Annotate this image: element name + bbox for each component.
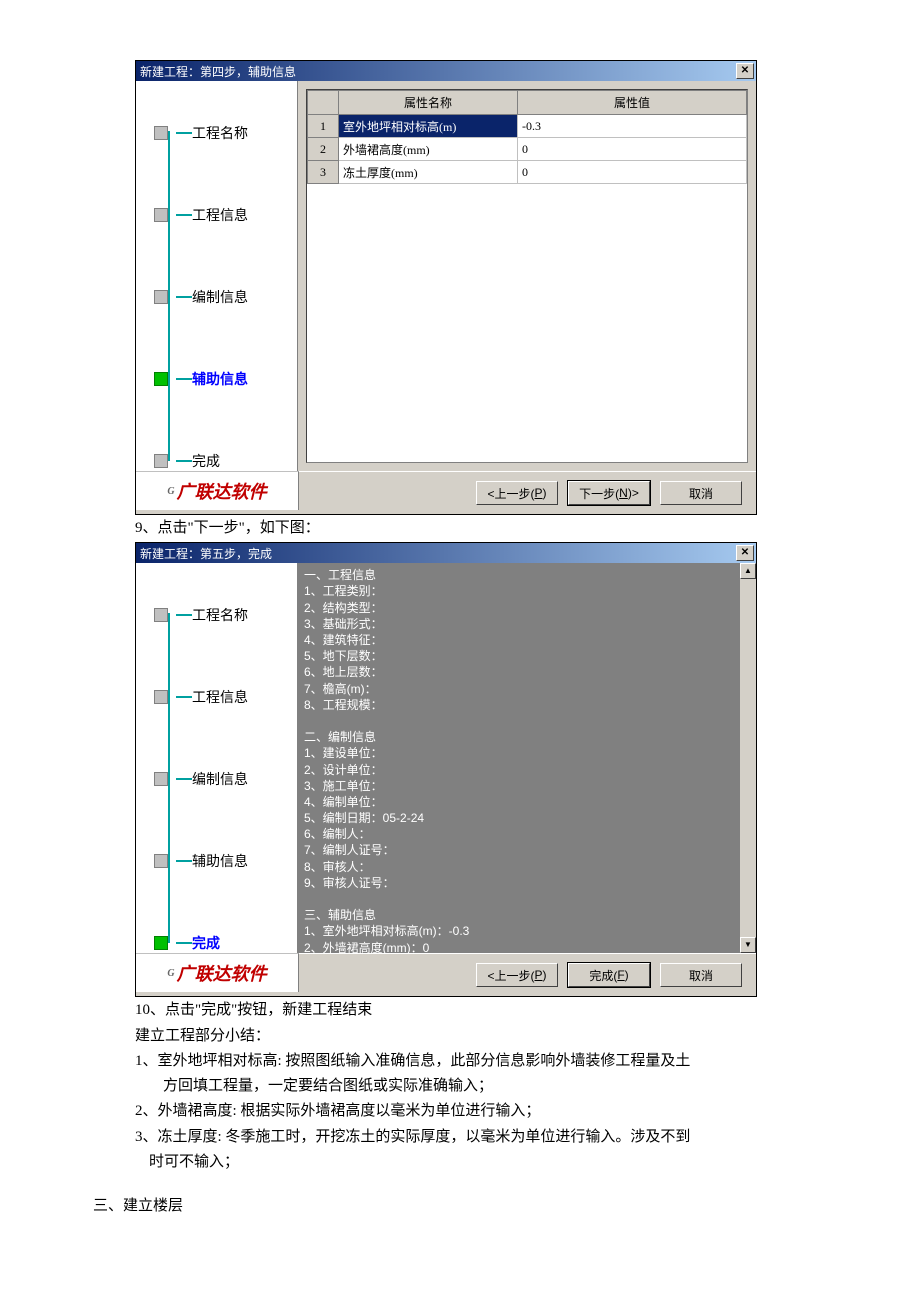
step-marker-icon — [154, 772, 168, 786]
scroll-down-icon[interactable]: ▼ — [740, 937, 756, 953]
property-table[interactable]: 属性名称 属性值 1 室外地坪相对标高(m) -0.3 2 外墙裙高度(mm) … — [307, 90, 747, 184]
step-marker-icon — [154, 608, 168, 622]
titlebar[interactable]: 新建工程：第五步，完成 ✕ — [136, 543, 756, 563]
next-button[interactable]: 下一步(N)> — [568, 481, 650, 505]
caption-step10: 10、点击"完成"按钮，新建工程结束 — [135, 999, 785, 1022]
summary-heading: 建立工程部分小结： — [135, 1025, 785, 1048]
summary-text: 一、工程信息 1、工程类别： 2、结构类型： 3、基础形式： 4、建筑特征： 5… — [298, 563, 756, 953]
title-text: 新建工程：第四步，辅助信息 — [140, 63, 736, 80]
step-marker-icon — [154, 126, 168, 140]
row-num: 1 — [308, 115, 339, 138]
step-marker-icon — [154, 372, 168, 386]
caption-step9: 9、点击"下一步"，如下图： — [135, 517, 785, 540]
bullet-line: 3、冻土厚度: 冬季施工时，开挖冻土的实际厚度，以毫米为单位进行输入。涉及不到 — [135, 1126, 785, 1149]
dialog-step4: 新建工程：第四步，辅助信息 ✕ 工程名称 工程信息 编 — [135, 60, 757, 515]
prop-name[interactable]: 冻土厚度(mm) — [339, 161, 518, 184]
header-name: 属性名称 — [339, 91, 518, 115]
scroll-up-icon[interactable]: ▲ — [740, 563, 756, 579]
title-text: 新建工程：第五步，完成 — [140, 545, 736, 562]
tree-connector — [176, 378, 192, 380]
prev-button[interactable]: <上一步(P) — [476, 481, 558, 505]
prev-button[interactable]: <上一步(P) — [476, 963, 558, 987]
bullet-line: 方回填工程量，一定要结合图纸或实际准确输入； — [135, 1075, 785, 1098]
step-marker-icon — [154, 208, 168, 222]
section-3-heading: 三、建立楼层 — [93, 1194, 785, 1215]
step-node-info[interactable]: 工程信息 — [160, 687, 248, 707]
step-marker-icon — [154, 454, 168, 468]
step-node-info[interactable]: 工程信息 — [160, 205, 248, 225]
finish-button[interactable]: 完成(F) — [568, 963, 650, 987]
row-num: 2 — [308, 138, 339, 161]
tree-connector — [176, 860, 192, 862]
header-value: 属性值 — [518, 91, 747, 115]
table-row[interactable]: 1 室外地坪相对标高(m) -0.3 — [308, 115, 747, 138]
header-blank — [308, 91, 339, 115]
bullet-line: 2、外墙裙高度: 根据实际外墙裙高度以毫米为单位进行输入； — [135, 1100, 785, 1123]
prop-value[interactable]: 0 — [518, 161, 747, 184]
step-node-done[interactable]: 完成 — [160, 451, 220, 471]
wizard-sidebar: 工程名称 工程信息 编制信息 辅助信息 — [136, 563, 298, 953]
step-label: 辅助信息 — [192, 369, 248, 389]
summary-panel: 一、工程信息 1、工程类别： 2、结构类型： 3、基础形式： 4、建筑特征： 5… — [298, 563, 756, 953]
step-node-compile[interactable]: 编制信息 — [160, 287, 248, 307]
close-icon[interactable]: ✕ — [736, 63, 754, 79]
close-icon[interactable]: ✕ — [736, 545, 754, 561]
bullet-line: 时可不输入； — [135, 1151, 785, 1174]
step-marker-icon — [154, 290, 168, 304]
step-node-compile[interactable]: 编制信息 — [160, 769, 248, 789]
row-num: 3 — [308, 161, 339, 184]
step-label: 编制信息 — [192, 769, 248, 789]
scrollbar[interactable]: ▲ ▼ — [739, 563, 756, 953]
step-marker-icon — [154, 690, 168, 704]
logo: G广联达软件 — [136, 471, 299, 510]
tree-connector — [176, 614, 192, 616]
step-marker-icon — [154, 936, 168, 950]
dialog-step5: 新建工程：第五步，完成 ✕ 工程名称 工程信息 编制信 — [135, 542, 757, 997]
tree-connector — [176, 696, 192, 698]
step-label: 工程名称 — [192, 605, 248, 625]
table-row[interactable]: 3 冻土厚度(mm) 0 — [308, 161, 747, 184]
step-label: 工程名称 — [192, 123, 248, 143]
step-label: 完成 — [192, 933, 220, 953]
step-node-aux[interactable]: 辅助信息 — [160, 851, 248, 871]
prop-name[interactable]: 外墙裙高度(mm) — [339, 138, 518, 161]
titlebar[interactable]: 新建工程：第四步，辅助信息 ✕ — [136, 61, 756, 81]
step-marker-icon — [154, 854, 168, 868]
prop-name[interactable]: 室外地坪相对标高(m) — [339, 115, 518, 138]
step-label: 工程信息 — [192, 687, 248, 707]
step-label: 工程信息 — [192, 205, 248, 225]
cancel-button[interactable]: 取消 — [660, 481, 742, 505]
prop-value[interactable]: 0 — [518, 138, 747, 161]
tree-connector — [176, 296, 192, 298]
tree-connector — [176, 214, 192, 216]
step-node-name[interactable]: 工程名称 — [160, 605, 248, 625]
step-node-name[interactable]: 工程名称 — [160, 123, 248, 143]
cancel-button[interactable]: 取消 — [660, 963, 742, 987]
logo: G广联达软件 — [136, 953, 299, 992]
tree-connector — [176, 460, 192, 462]
wizard-sidebar: 工程名称 工程信息 编制信息 辅助信息 — [136, 81, 298, 471]
tree-connector — [176, 778, 192, 780]
property-table-panel: 属性名称 属性值 1 室外地坪相对标高(m) -0.3 2 外墙裙高度(mm) … — [306, 89, 748, 463]
table-row[interactable]: 2 外墙裙高度(mm) 0 — [308, 138, 747, 161]
step-node-done[interactable]: 完成 — [160, 933, 220, 953]
prop-value[interactable]: -0.3 — [518, 115, 747, 138]
bullet-line: 1、室外地坪相对标高: 按照图纸输入准确信息，此部分信息影响外墙装修工程量及土 — [135, 1050, 785, 1073]
tree-connector — [176, 132, 192, 134]
step-label: 完成 — [192, 451, 220, 471]
step-node-aux[interactable]: 辅助信息 — [160, 369, 248, 389]
step-label: 编制信息 — [192, 287, 248, 307]
step-label: 辅助信息 — [192, 851, 248, 871]
tree-connector — [176, 942, 192, 944]
